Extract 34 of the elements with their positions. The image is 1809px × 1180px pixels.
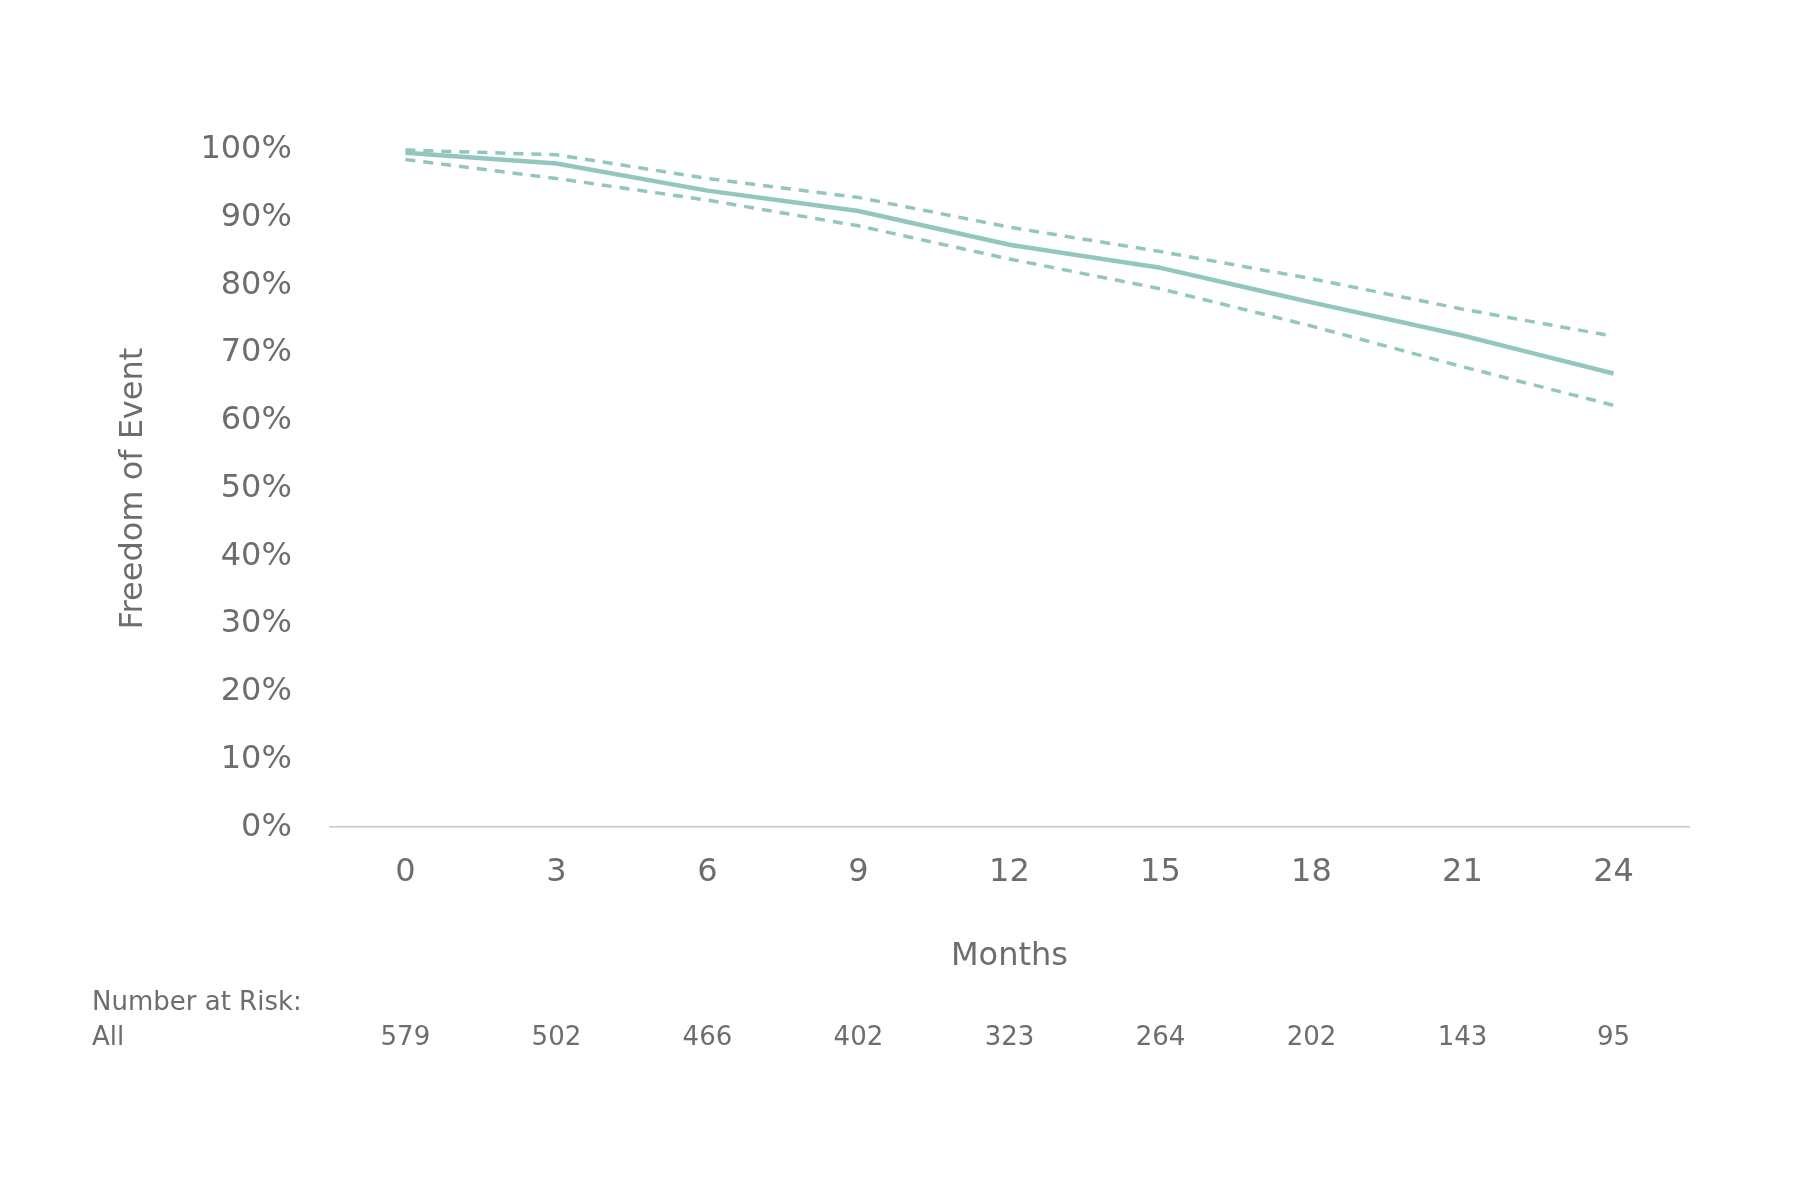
y-tick-label: 50% [220,466,292,505]
y-tick-label: 70% [220,331,292,370]
y-tick-label: 100% [200,128,292,167]
y-tick-label: 80% [220,263,292,302]
x-tick-label: 15 [1140,850,1181,889]
y-tick-label: 40% [220,534,292,573]
text: Number at Risk: [92,985,302,1016]
text: 323 [984,1020,1035,1051]
text: 95 [1596,1020,1631,1051]
x-tick-label: 6 [697,850,718,889]
x-tick-label: 3 [546,850,567,889]
text: 202 [1286,1020,1337,1051]
y-tick-label: 90% [220,196,292,235]
y-tick-label: 30% [220,602,292,641]
text: 579 [380,1020,431,1051]
text: 402 [833,1020,884,1051]
x-axis-title: Months [950,935,1068,974]
x-tick-label: 9 [848,850,869,889]
line-series [403,157,1616,408]
text: 502 [531,1020,582,1051]
y-tick-label: 20% [220,670,292,709]
x-tick-label: 24 [1593,850,1634,889]
y-tick-label: 0% [241,805,292,844]
text: 143 [1437,1020,1488,1051]
y-tick-label: 60% [220,399,292,438]
x-tick-label: 12 [989,850,1030,889]
x-tick-label: 18 [1291,850,1332,889]
y-tick-label: 10% [220,737,292,776]
y-axis-title: Freedom of Event [111,347,150,630]
text: 264 [1135,1020,1186,1051]
text: All [92,1020,125,1051]
x-tick-label: 21 [1442,850,1483,889]
x-tick-label: 0 [395,850,416,889]
text: 466 [682,1020,733,1051]
